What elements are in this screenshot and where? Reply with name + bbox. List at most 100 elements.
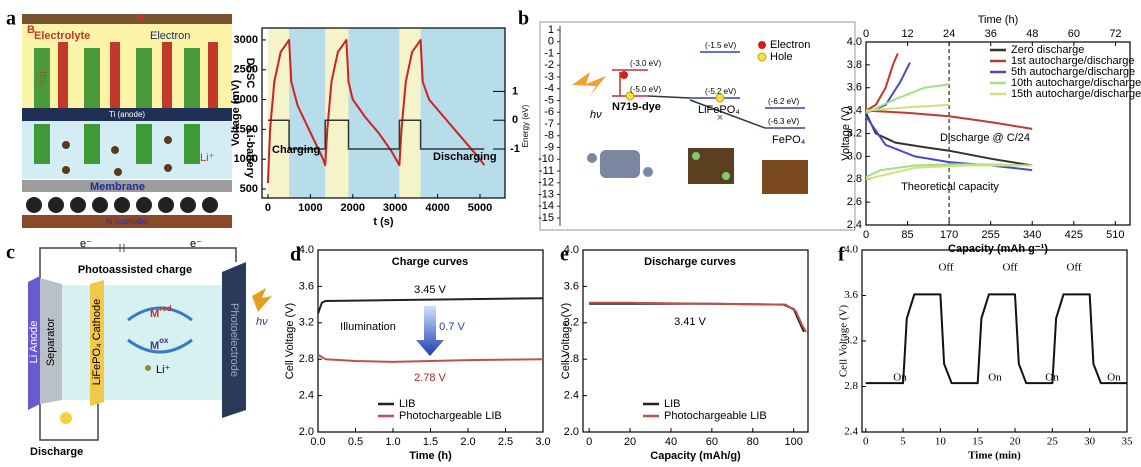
- x-tick-label: 3.0: [535, 436, 550, 448]
- legend-label: LIB: [664, 398, 681, 410]
- y-axis-label: Cell Voltage (V): [838, 305, 850, 378]
- tick-label: 0: [548, 36, 554, 48]
- y2-tick-label: 1: [512, 85, 518, 97]
- tick-label: 1: [548, 24, 554, 36]
- y-tick-label: 1000: [234, 153, 258, 165]
- x-tick-label: 5000: [468, 202, 492, 214]
- x-tick-label: 0.5: [348, 436, 363, 448]
- x2-tick-label: 24: [943, 28, 955, 40]
- tick-label: -5: [544, 94, 554, 106]
- span: [325, 28, 349, 198]
- tick-label: -15: [538, 212, 554, 224]
- x-tick-label: 2.5: [498, 436, 513, 448]
- x2-tick-label: 36: [985, 28, 997, 40]
- annotation: Charging: [272, 144, 320, 156]
- x-tick-label: 10: [935, 436, 947, 448]
- cathode: [90, 280, 104, 406]
- y-tick-label: 2.4: [847, 219, 862, 231]
- span: [267, 28, 290, 198]
- chart-title: Charge curves: [392, 256, 468, 268]
- panel-label: d: [290, 244, 301, 266]
- x-tick-label: 25: [1047, 436, 1059, 448]
- x-tick-label: 0: [586, 436, 592, 448]
- ions: [62, 136, 172, 176]
- battery-region: [22, 121, 232, 179]
- cathode-particles: [26, 197, 218, 213]
- series-line: [589, 301, 807, 333]
- x-axis-label: Capacity (mAh/g): [650, 450, 741, 462]
- annotation: Discharge @ C/24: [940, 132, 1030, 144]
- label: Mred: [150, 304, 172, 320]
- plot-frame: [261, 27, 506, 199]
- cathode: [22, 215, 232, 228]
- tick-label: -2: [544, 59, 554, 71]
- y-tick-label: 3.6: [847, 82, 862, 94]
- bulb: [60, 412, 72, 424]
- span: [348, 28, 400, 198]
- y-tick-label: 3.2: [299, 317, 314, 329]
- y-tick-label: 2.0: [564, 426, 579, 438]
- level-label: (-1.5 eV): [705, 41, 736, 50]
- annotation: On: [1107, 372, 1121, 384]
- label: Electron: [150, 30, 190, 42]
- energy-diagram: Energy (eV) hν × (-3.0 eV) (-5.0 eV) (-1…: [521, 21, 856, 231]
- x2-tick-label: 72: [1109, 28, 1121, 40]
- tick-label: -7: [544, 118, 554, 130]
- label: Li Anode: [28, 321, 40, 364]
- schematic-c: e⁻ e⁻ Photoassisted charge Li Anode Sepa…: [28, 238, 272, 458]
- cross: ×: [717, 112, 723, 124]
- annotation: Theoretical capacity: [901, 181, 999, 193]
- legend-label: 10th autocharge/discharge: [1011, 77, 1141, 89]
- label: Discharge: [30, 446, 83, 458]
- x-tick-label: 15: [972, 436, 984, 448]
- series-line: [266, 38, 486, 184]
- tick-label: -13: [538, 188, 554, 200]
- y-tick-label: 4.0: [564, 244, 579, 256]
- chart: 0 85 170 255 340 425 510 2.4 2.6 2.8 3.0 3.2 3.4 3.6 3…: [840, 14, 1141, 255]
- x-tick-label: 0: [265, 202, 271, 214]
- label: N719-dye: [612, 101, 661, 113]
- y-tick-label: 4.0: [847, 36, 862, 48]
- level-label: (-3.0 eV): [630, 59, 661, 68]
- label: Photoelectrode: [228, 303, 240, 377]
- y-tick-label: 3000: [234, 34, 258, 46]
- schematic-a: Pt B TiO₂ Electrolyte Electron Ti (anode…: [22, 14, 232, 228]
- plot-frame: [861, 249, 1128, 433]
- label: Li⁺: [200, 152, 215, 164]
- x2-tick-label: 60: [1068, 28, 1080, 40]
- tick-label: -1: [544, 47, 554, 59]
- y-tick-label: 2.6: [847, 196, 862, 208]
- y-tick-label: 2000: [234, 93, 258, 105]
- y-tick-label: 3.8: [847, 59, 862, 71]
- x-axis-label: t (s): [373, 216, 394, 228]
- anode: [28, 276, 40, 410]
- separator: [40, 278, 62, 404]
- legend-label: Photochargeable LIB: [664, 410, 767, 422]
- panel-label: b: [518, 8, 529, 30]
- x-tick-label: 85: [901, 229, 913, 241]
- crystal: [688, 148, 808, 194]
- legend-label: Hole: [770, 51, 793, 63]
- x-tick-label: 0.0: [310, 436, 325, 448]
- arrow: [127, 338, 193, 354]
- label: ox: [159, 336, 169, 345]
- x-axis-label: Capacity (mAh g⁻¹): [948, 243, 1048, 255]
- wire: [39, 247, 237, 282]
- y-tick-label: 2.4: [844, 426, 858, 438]
- label: e⁻: [80, 238, 92, 250]
- x-tick-label: 340: [1023, 229, 1041, 241]
- y-tick-label: 3.2: [844, 335, 858, 347]
- series-line: [865, 103, 1033, 181]
- annotation: 0.7 V: [439, 321, 465, 333]
- y-tick-label: 2.0: [299, 426, 314, 438]
- anode: [22, 108, 232, 121]
- y-axis-label: Voltage (mV): [230, 79, 242, 146]
- span: [420, 28, 505, 198]
- plot-frame: [582, 249, 809, 433]
- label: Al (cathode): [105, 217, 148, 226]
- x-tick-label: 5: [900, 436, 906, 448]
- arrow: [127, 306, 193, 322]
- level-label: (-6.2 eV): [768, 97, 799, 106]
